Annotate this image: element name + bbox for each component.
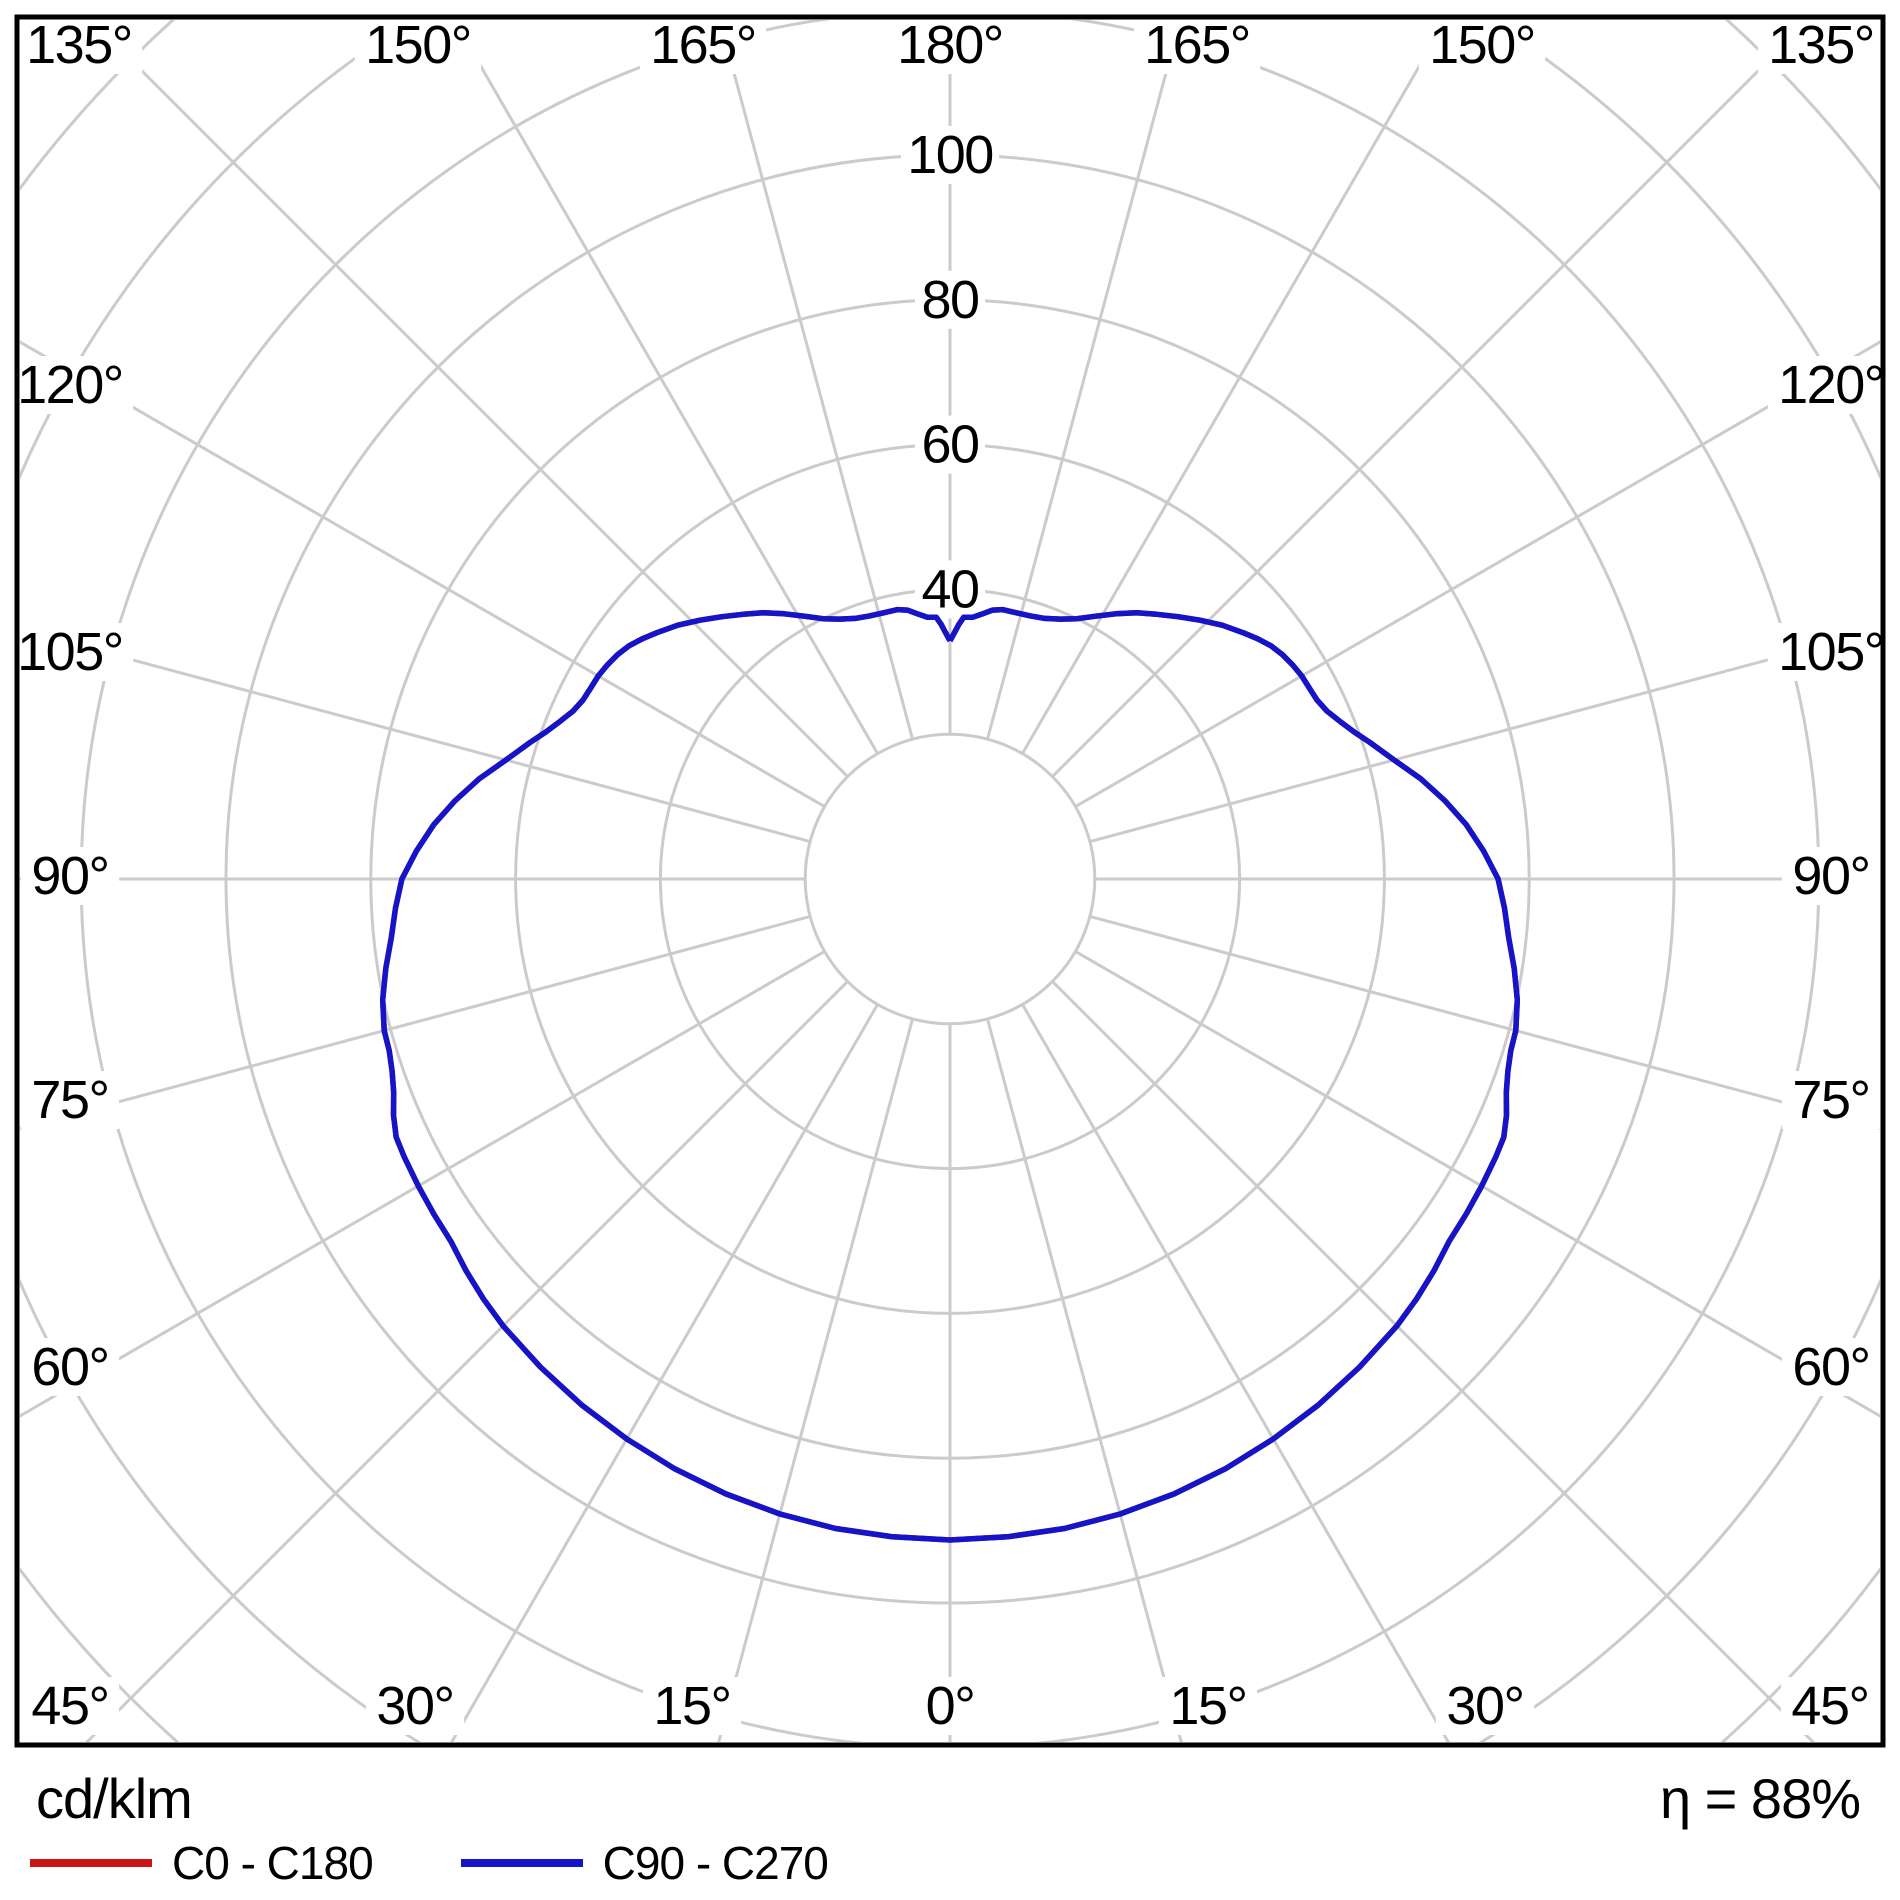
angle-label-right-4: 60° (1792, 1337, 1869, 1397)
angle-label-top-5: 150° (1429, 15, 1535, 75)
efficiency-value: η = 88% (1659, 1767, 1861, 1830)
angle-label-top-0-mask (15, 16, 143, 74)
angle-label-top-3: 180° (897, 15, 1003, 75)
angle-label-right-3: 75° (1792, 1070, 1869, 1130)
grid-spoke-210 (452, 20, 879, 755)
unit-label: cd/klm (36, 1767, 193, 1830)
angle-label-right-0-mask (1767, 356, 1895, 414)
angle-label-top-6-mask (1757, 16, 1885, 74)
radial-tick-60-mask (914, 415, 986, 474)
angle-label-left-1-mask (6, 623, 134, 681)
angle-label-right-2-mask (1781, 847, 1881, 905)
radial-tick-40: 40 (921, 559, 978, 619)
angle-label-bottom-6-mask (1780, 1677, 1880, 1735)
grid-spoke-300 (20, 950, 826, 1418)
angle-label-right-4-mask (1781, 1338, 1881, 1396)
angle-label-bottom-2: 15° (653, 1676, 730, 1736)
grid-spoke-255 (20, 628, 811, 843)
angle-label-right-0: 120° (1778, 355, 1884, 415)
angle-label-left-0: 120° (17, 355, 123, 415)
angle-label-top-3-mask (886, 16, 1014, 74)
angle-label-bottom-1-mask (365, 1677, 465, 1735)
angle-label-left-4: 60° (31, 1337, 108, 1397)
grid-spoke-285 (20, 915, 811, 1130)
legend-item-c90-c270: C90 - C270 (460, 1836, 829, 1890)
angle-label-left-3-mask (20, 1071, 120, 1129)
legend-label-c90-c270: C90 - C270 (602, 1837, 829, 1889)
curve-c90-c270 (379, 606, 1521, 1543)
angle-label-bottom-4-mask (1158, 1677, 1258, 1735)
angle-label-bottom-0-mask (20, 1677, 120, 1735)
angle-label-left-0-mask (6, 356, 134, 414)
axis-labels: 40 60 80 100 135° 150° 165° 180° 165° 150° 135° 45°… (6, 15, 1895, 1736)
angle-label-bottom-4: 15° (1169, 1676, 1246, 1736)
grid-spoke-330 (450, 1003, 879, 1742)
angle-label-top-6: 135° (1768, 15, 1874, 75)
grid-spoke-345 (717, 1018, 914, 1742)
grid-spoke-120 (1074, 340, 1880, 808)
grid-spoke-15 (986, 1018, 1183, 1742)
angle-label-bottom-5: 30° (1446, 1676, 1523, 1736)
legend-label-c0-c180: C0 - C180 (172, 1837, 374, 1889)
angle-label-left-4-mask (20, 1338, 120, 1396)
grid-spoke-75 (1089, 915, 1880, 1130)
angle-label-top-1: 150° (365, 15, 471, 75)
radial-tick-100-mask (900, 126, 1000, 184)
angle-label-top-4-mask (1133, 16, 1261, 74)
radial-tick-80: 80 (921, 270, 978, 330)
angle-label-bottom-2-mask (642, 1677, 742, 1735)
legend-swatch-blue-line (460, 1859, 583, 1867)
angle-label-top-2-mask (639, 16, 767, 74)
angle-label-top-1-mask (354, 16, 482, 74)
angle-label-left-2: 90° (31, 846, 108, 906)
angle-label-right-3-mask (1781, 1071, 1881, 1129)
radial-tick-80-mask (914, 270, 986, 329)
legend: C0 - C180 C90 - C270 (30, 1836, 829, 1890)
grid-spoke-165 (986, 20, 1182, 740)
angle-label-bottom-6: 45° (1791, 1676, 1868, 1736)
grid-spoke-195 (718, 20, 914, 740)
radial-tick-40-mask (914, 560, 986, 619)
radial-tick-60: 60 (921, 415, 978, 475)
angle-label-bottom-5-mask (1435, 1677, 1535, 1735)
grid-spoke-60 (1074, 950, 1880, 1418)
legend-item-c0-c180: C0 - C180 (30, 1836, 374, 1890)
legend-swatch-red-line (30, 1859, 152, 1867)
grid-spoke-240 (20, 340, 826, 808)
plot-frame (14, 14, 1886, 1748)
angle-label-top-2: 165° (650, 15, 756, 75)
angle-label-top-5-mask (1418, 16, 1546, 74)
angle-label-bottom-1: 30° (376, 1676, 453, 1736)
grid-spoke-30 (1021, 1003, 1450, 1742)
angle-label-bottom-3: 0° (926, 1676, 975, 1736)
angle-label-right-1: 105° (1778, 622, 1884, 682)
angle-label-top-0: 135° (26, 15, 132, 75)
angle-label-right-1-mask (1767, 623, 1895, 681)
angle-label-left-2-mask (20, 847, 120, 905)
grid-spoke-105 (1089, 628, 1880, 843)
angle-label-left-3: 75° (31, 1070, 108, 1130)
radial-tick-100: 100 (907, 125, 993, 185)
grid-spoke-150 (1021, 20, 1448, 755)
angle-label-left-1: 105° (17, 622, 123, 682)
angle-label-top-4: 165° (1144, 15, 1250, 75)
photometric-curves (379, 606, 1521, 1543)
angle-label-bottom-3-mask (914, 1677, 986, 1735)
grid-ring-20 (803, 732, 1097, 1026)
angle-label-right-2: 90° (1792, 846, 1869, 906)
angle-label-bottom-0: 45° (31, 1676, 108, 1736)
